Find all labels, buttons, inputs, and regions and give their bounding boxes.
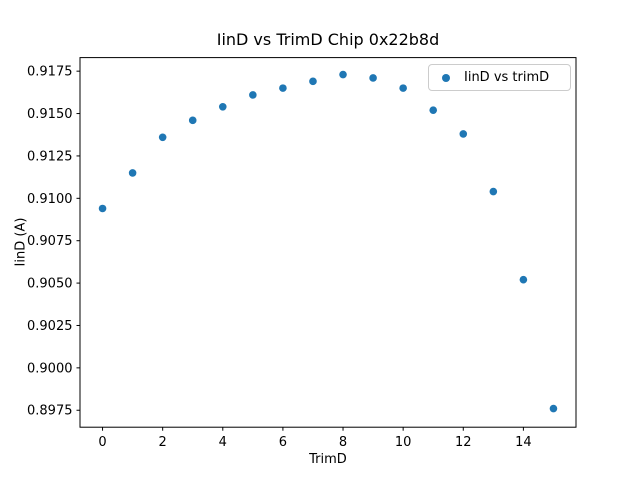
y-tick-label: 0.9025 xyxy=(27,319,73,334)
data-point xyxy=(98,204,107,213)
y-axis-label: IinD (A) xyxy=(13,217,29,267)
data-point xyxy=(549,404,558,413)
data-point xyxy=(459,130,468,138)
data-point xyxy=(339,70,347,79)
x-tick-label: 4 xyxy=(219,435,227,450)
x-tick-label: 14 xyxy=(515,435,532,450)
legend-label: IinD vs trimD xyxy=(464,70,550,85)
x-tick-label: 2 xyxy=(159,435,167,450)
y-tick-label: 0.9125 xyxy=(27,149,73,164)
data-point xyxy=(519,275,528,284)
x-tick-label: 10 xyxy=(395,435,412,450)
data-point xyxy=(218,102,227,111)
data-point xyxy=(429,106,438,114)
x-axis-label: TrimD xyxy=(309,452,347,467)
data-point xyxy=(369,74,377,82)
x-tick-label: 0 xyxy=(98,435,106,450)
data-point xyxy=(128,169,137,177)
data-point xyxy=(249,91,257,99)
data-point xyxy=(279,84,287,92)
y-tick-label: 0.9000 xyxy=(27,361,73,376)
x-tick-label: 12 xyxy=(455,435,472,450)
legend-marker-icon xyxy=(442,73,450,82)
y-tick-label: 0.8975 xyxy=(27,404,73,419)
axes-frame xyxy=(79,57,577,428)
y-tick-label: 0.9100 xyxy=(27,192,73,207)
data-point xyxy=(158,133,167,142)
data-point xyxy=(489,187,498,196)
y-tick-label: 0.9175 xyxy=(27,65,73,80)
y-tick-label: 0.9050 xyxy=(27,277,73,292)
chart-title: IinD vs TrimD Chip 0x22b8d xyxy=(216,30,440,49)
data-point xyxy=(188,116,197,125)
y-tick-label: 0.9075 xyxy=(27,234,73,249)
x-tick-label: 6 xyxy=(279,435,287,450)
x-tick-label: 8 xyxy=(339,435,347,450)
data-point xyxy=(399,84,407,92)
data-point xyxy=(309,77,317,86)
y-tick-label: 0.9150 xyxy=(27,107,73,122)
legend: IinD vs trimD xyxy=(428,64,571,91)
